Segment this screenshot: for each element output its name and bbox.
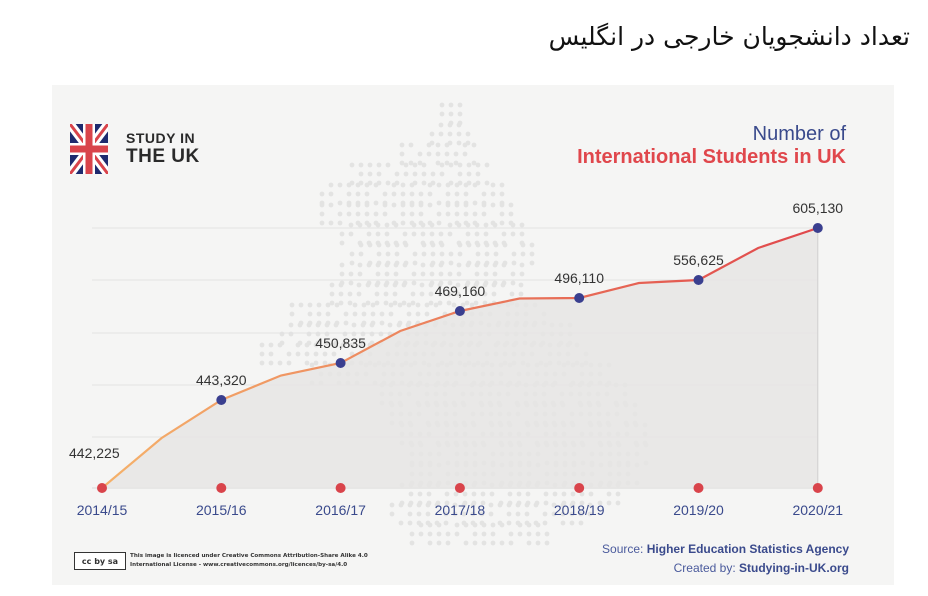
brand-logo: STUDY IN THE UK — [70, 122, 200, 176]
uk-flag-icon — [70, 124, 108, 174]
x-tick-label: 2020/21 — [792, 502, 843, 518]
chart-title-line-1: Number of — [752, 123, 846, 145]
axis-dot — [335, 483, 346, 493]
axis-dot — [454, 483, 465, 493]
data-point — [693, 275, 704, 285]
data-point — [454, 306, 465, 316]
chart-title: Number of International Students in UK — [577, 123, 846, 169]
data-point — [216, 395, 227, 405]
data-point — [574, 293, 585, 303]
data-label: 496,110 — [554, 270, 604, 286]
axis-dot — [693, 483, 704, 493]
created-label: Created by: — [673, 561, 736, 576]
data-label: 556,625 — [673, 252, 724, 268]
axis-dot — [97, 483, 107, 493]
brand-line-2: THE UK — [126, 146, 200, 168]
axis-dot — [812, 483, 823, 493]
x-tick-label: 2017/18 — [435, 502, 486, 518]
source-label: Source: — [602, 542, 644, 556]
license-notice: cc by sa This image is licenced under Cr… — [74, 552, 368, 570]
license-line-1: This image is licenced under Creative Co… — [130, 553, 368, 560]
brand-line-1: STUDY IN — [126, 130, 196, 147]
x-tick-label: 2019/20 — [673, 502, 724, 518]
data-label: 442,225 — [69, 445, 120, 461]
data-label: 450,835 — [315, 335, 366, 351]
created-value: Studying-in-UK.org — [739, 561, 849, 576]
data-point — [335, 358, 346, 368]
x-tick-label: 2015/16 — [196, 502, 247, 518]
area-fill — [102, 228, 818, 488]
x-tick-label: 2014/15 — [77, 502, 128, 518]
axis-dot — [574, 483, 585, 493]
axis-dot — [216, 483, 227, 493]
credits: Source: Higher Education Statistics Agen… — [602, 540, 849, 578]
x-tick-label: 2016/17 — [315, 502, 366, 518]
license-line-2: International License - www.creativecomm… — [130, 562, 348, 568]
page-title: تعداد دانشجویان خارجی در انگلیس — [548, 22, 910, 51]
chart: 442,225 2014/15 443,320 2015/16 450,835 2016/… — [69, 200, 843, 518]
x-tick-label: 2018/19 — [554, 502, 605, 518]
source-value: Higher Education Statistics Agency — [646, 542, 849, 556]
data-label: 605,130 — [792, 200, 843, 216]
data-point — [812, 223, 823, 233]
creative-commons-icon: cc by sa — [74, 552, 126, 570]
infographic-card: STUDY IN THE UK Number of International … — [52, 85, 894, 585]
data-label: 469,160 — [435, 283, 486, 299]
data-label: 443,320 — [196, 372, 247, 388]
chart-title-line-2: International Students in UK — [577, 146, 846, 168]
